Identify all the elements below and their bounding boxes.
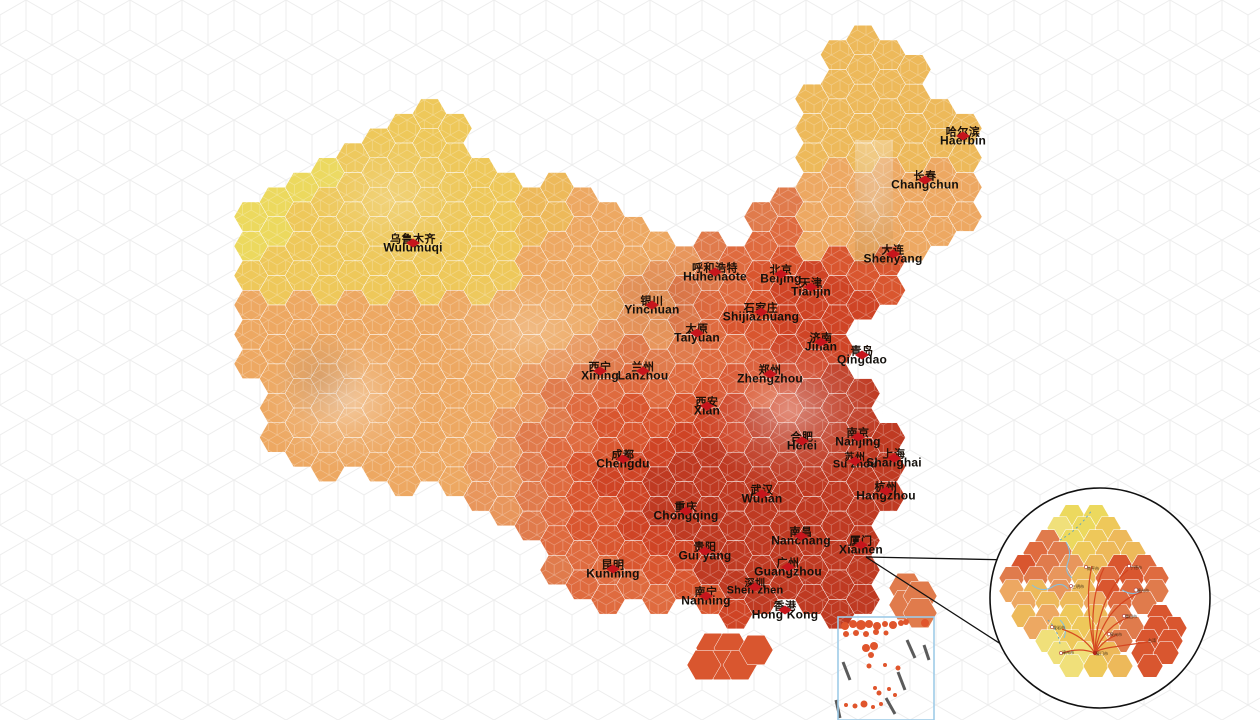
magnifier-city-label: 台湾 bbox=[1148, 638, 1156, 643]
city-label-en: Nanning bbox=[681, 593, 731, 608]
city-label-en: Zhengzhou bbox=[737, 371, 803, 386]
city-label-en: Nanjing bbox=[835, 434, 881, 449]
city-marker-qingdao[interactable]: 青岛Qingdao bbox=[836, 346, 888, 367]
city-label-en: Kunming bbox=[586, 566, 640, 581]
city-marker-zhengzhou[interactable]: 郑州Zhengzhou bbox=[737, 365, 803, 386]
magnifier-city-label: 三明市 bbox=[1072, 584, 1084, 589]
city-marker-taiyuan[interactable]: 太原Taiyuan bbox=[674, 324, 720, 345]
city-label-en: Beijing bbox=[760, 271, 802, 286]
city-marker-chongqing[interactable]: 重庆Chongqing bbox=[653, 502, 719, 523]
city-label-en: Shijiazhuang bbox=[722, 309, 800, 324]
city-marker-changchun[interactable]: 长春Changchun bbox=[891, 171, 959, 192]
magnifier-city-label: 漳州市 bbox=[1062, 650, 1074, 655]
magnifier-city-label: 厦门市 bbox=[1096, 651, 1108, 656]
city-label-en: Yinchuan bbox=[624, 302, 680, 317]
city-label-en: Nanchang bbox=[771, 533, 831, 548]
city-label-en: Lanzhou bbox=[617, 368, 669, 383]
city-label-en: Shanghai bbox=[866, 455, 922, 470]
city-label-en: Changchun bbox=[891, 177, 959, 192]
city-marker-xian[interactable]: 西安Xian bbox=[693, 397, 721, 418]
magnifier-city-label: 泉州市 bbox=[1110, 632, 1122, 637]
city-label-en: Qingdao bbox=[836, 352, 888, 367]
magnifier-city-label: 龙岩市 bbox=[1053, 625, 1065, 630]
city-marker-wuhan[interactable]: 武汉Wuhan bbox=[741, 485, 783, 506]
city-label-en: Huhehaote bbox=[683, 269, 747, 284]
magnifier-city-label: 福州市 bbox=[1137, 588, 1149, 593]
city-label-en: Shenyang bbox=[863, 251, 923, 266]
city-marker-tianjin[interactable]: 天津Tianjin bbox=[791, 278, 831, 299]
city-marker-kunming[interactable]: 昆明Kunming bbox=[586, 560, 640, 581]
city-marker-su-zhou[interactable]: 苏州Su zhou bbox=[833, 453, 877, 471]
city-marker-shanghai[interactable]: 上海Shanghai bbox=[866, 449, 922, 470]
city-marker-shijiazhuang[interactable]: 石家庄Shijiazhuang bbox=[722, 303, 800, 324]
city-marker-nanchang[interactable]: 南昌Nanchang bbox=[771, 527, 831, 548]
city-marker-yinchuan[interactable]: 银川Yinchuan bbox=[624, 296, 680, 317]
city-marker-gui-yang[interactable]: 贵阳Gui yang bbox=[678, 542, 732, 563]
magnifier-hex-tile bbox=[1058, 654, 1086, 678]
city-marker-xining[interactable]: 西宁Xining bbox=[581, 362, 619, 383]
city-marker-wulumuqi[interactable]: 乌鲁木齐Wulumuqi bbox=[383, 234, 443, 255]
city-label-en: Xiamen bbox=[839, 542, 883, 557]
fujian-detail-magnifier bbox=[989, 487, 1211, 709]
magnifier-city-label: 南平市 bbox=[1087, 566, 1099, 571]
city-label-en: Xining bbox=[581, 368, 619, 383]
city-label-en: Hong Kong bbox=[751, 607, 819, 622]
city-marker-nanning[interactable]: 南宁Nanning bbox=[681, 587, 731, 608]
city-marker-guangzhou[interactable]: 广州Guangzhou bbox=[754, 558, 822, 579]
city-marker-hefei[interactable]: 合肥Hefei bbox=[786, 432, 818, 453]
city-label-en: Jinan bbox=[804, 339, 838, 354]
magnifier-hex-tile bbox=[1106, 654, 1134, 678]
city-label-en: Taiyuan bbox=[674, 330, 720, 345]
magnifier-city-label: 宁德市 bbox=[1130, 565, 1142, 570]
map-hex-tile bbox=[686, 650, 722, 680]
city-label-en: Hefei bbox=[786, 438, 818, 453]
south-china-sea-islands bbox=[834, 616, 935, 720]
city-label-en: Chongqing bbox=[653, 508, 719, 523]
city-marker-xiamen[interactable]: 厦门Xiamen bbox=[839, 536, 883, 557]
city-label-en: Gui yang bbox=[678, 548, 732, 563]
city-label-en: Wulumuqi bbox=[383, 240, 443, 255]
city-marker-haerbin[interactable]: 哈尔滨Haerbin bbox=[939, 127, 987, 148]
magnifier-hex-tile bbox=[1082, 654, 1110, 678]
city-label-en: Tianjin bbox=[791, 284, 831, 299]
map-hex-tile bbox=[738, 635, 774, 665]
magnifier-hex-tile bbox=[1136, 654, 1164, 678]
map-hex-tile bbox=[902, 598, 938, 628]
city-marker-shenyang[interactable]: 大连Shenyang bbox=[863, 245, 923, 266]
city-label-en: Wuhan bbox=[741, 491, 783, 506]
city-label-en: Chengdu bbox=[596, 456, 650, 471]
city-label-en: Hangzhou bbox=[856, 488, 916, 503]
city-marker-lanzhou[interactable]: 兰州Lanzhou bbox=[617, 362, 669, 383]
city-marker-beijing[interactable]: 北京Beijing bbox=[760, 265, 802, 286]
city-label-en: Guangzhou bbox=[754, 564, 822, 579]
city-marker-shen-zhen[interactable]: 深圳Shen zhen bbox=[727, 579, 784, 597]
city-marker-chengdu[interactable]: 成都Chengdu bbox=[596, 450, 650, 471]
city-label-en: Haerbin bbox=[939, 133, 987, 148]
city-marker-jinan[interactable]: 济南Jinan bbox=[804, 333, 838, 354]
magnifier-city-label: 莆田市 bbox=[1125, 614, 1137, 619]
city-label-en: Xian bbox=[693, 403, 721, 418]
city-marker-hong-kong[interactable]: 香港Hong Kong bbox=[751, 601, 819, 622]
city-marker-hangzhou[interactable]: 杭州Hangzhou bbox=[856, 482, 916, 503]
city-marker-huhehaote[interactable]: 呼和浩特Huhehaote bbox=[683, 263, 747, 284]
city-marker-nanjing[interactable]: 南京Nanjing bbox=[835, 428, 881, 449]
magnifier-hex-tile bbox=[1152, 641, 1180, 665]
